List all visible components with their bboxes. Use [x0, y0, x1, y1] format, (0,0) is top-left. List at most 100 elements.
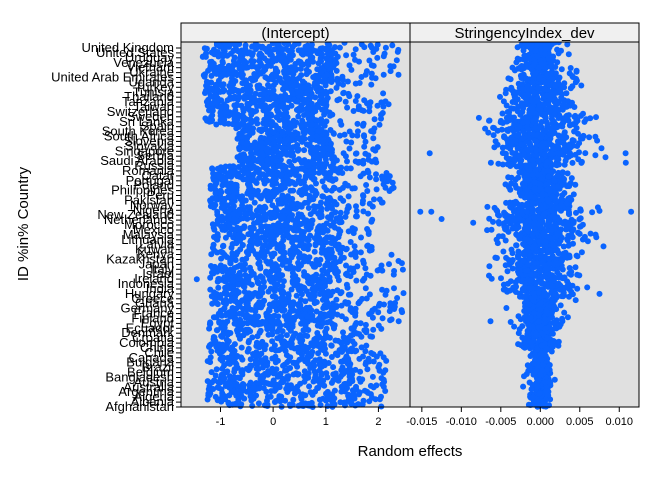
data-point	[219, 217, 226, 224]
y-category-label: Uruguay	[125, 50, 175, 65]
data-point	[328, 342, 335, 349]
data-point	[278, 295, 285, 301]
data-point	[236, 269, 243, 276]
data-point	[504, 280, 511, 287]
data-point	[221, 116, 228, 123]
data-point	[210, 203, 217, 210]
data-point	[268, 228, 275, 235]
data-point	[273, 73, 280, 80]
data-point	[363, 271, 370, 278]
data-point	[300, 254, 307, 261]
data-point	[339, 344, 346, 351]
data-point	[359, 376, 366, 383]
data-point	[337, 132, 343, 139]
data-point	[328, 73, 335, 80]
data-point	[353, 150, 360, 157]
panel-intercept: (Intercept) -1 0 1 2	[180, 22, 411, 428]
data-point	[486, 215, 493, 222]
data-point	[246, 314, 253, 321]
data-point	[300, 96, 307, 103]
data-point	[248, 174, 255, 181]
data-point	[333, 241, 340, 248]
data-point	[344, 182, 351, 189]
data-point	[213, 99, 220, 106]
data-point	[232, 297, 239, 304]
data-point	[554, 269, 561, 276]
data-point	[211, 68, 218, 75]
data-point	[566, 270, 573, 277]
data-point	[353, 320, 360, 326]
data-point	[258, 160, 265, 167]
data-point	[248, 281, 255, 288]
y-category-label: China	[140, 340, 175, 355]
data-point	[330, 160, 337, 166]
data-point	[502, 262, 509, 269]
data-point	[549, 298, 556, 305]
data-point	[258, 234, 265, 241]
data-point	[222, 176, 229, 183]
data-point	[235, 89, 242, 96]
data-point	[269, 202, 276, 209]
data-point	[279, 328, 286, 335]
data-point	[274, 242, 280, 248]
data-point	[358, 234, 364, 241]
data-point	[334, 53, 341, 60]
data-point	[554, 247, 561, 254]
data-point	[217, 262, 224, 269]
data-point	[301, 272, 308, 279]
data-point	[332, 269, 338, 276]
data-point	[258, 223, 265, 229]
data-point	[560, 243, 567, 250]
data-point	[370, 358, 377, 365]
data-point	[304, 45, 311, 52]
data-point	[350, 108, 357, 114]
data-point	[543, 345, 550, 352]
data-point	[209, 265, 216, 272]
data-point	[237, 262, 244, 269]
data-point	[366, 247, 373, 254]
data-point	[335, 234, 342, 241]
data-point	[529, 231, 536, 238]
data-point	[390, 63, 397, 70]
data-point	[245, 326, 252, 333]
y-category-label: Mexico	[133, 222, 174, 237]
data-point	[266, 191, 273, 197]
data-point	[361, 387, 368, 394]
data-point	[257, 70, 264, 77]
data-point	[245, 187, 252, 194]
data-point	[222, 234, 229, 241]
data-point	[271, 56, 278, 62]
data-point	[232, 107, 239, 114]
data-point	[314, 385, 321, 391]
data-point	[292, 361, 299, 368]
data-point	[302, 375, 309, 382]
data-point	[241, 58, 248, 65]
data-point	[394, 48, 401, 55]
data-point	[525, 217, 532, 224]
data-point	[346, 373, 353, 380]
data-point	[285, 265, 292, 272]
data-point	[360, 197, 366, 204]
data-point	[219, 392, 226, 398]
data-point	[307, 54, 314, 61]
data-point	[232, 375, 239, 381]
data-point	[277, 93, 284, 100]
data-point	[241, 170, 248, 177]
data-point	[519, 334, 526, 341]
y-category-label: Saudi Arabia	[100, 153, 174, 168]
data-point	[237, 316, 244, 323]
y-category-label: Tanzania	[122, 94, 175, 109]
data-point	[378, 325, 385, 332]
data-point	[253, 107, 260, 114]
data-point	[288, 179, 295, 185]
y-category-label: Netherlands	[104, 212, 175, 227]
data-point	[240, 384, 247, 391]
data-point	[247, 356, 254, 363]
data-point	[216, 319, 223, 326]
data-point	[322, 283, 328, 290]
data-point	[290, 117, 297, 124]
data-point	[386, 261, 392, 268]
data-point	[353, 203, 359, 210]
data-point	[245, 339, 252, 346]
data-point	[247, 379, 254, 386]
